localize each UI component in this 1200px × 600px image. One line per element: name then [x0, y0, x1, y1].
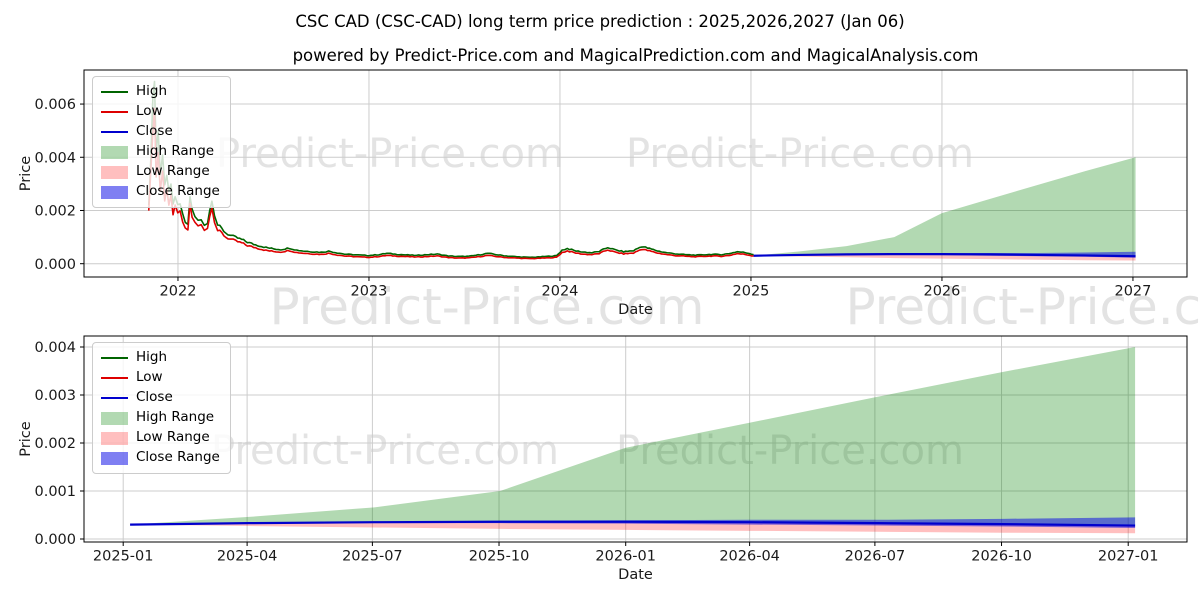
x-tick-label: 2025-04: [217, 549, 278, 565]
legend-label: Low: [136, 369, 163, 386]
legend-label: Close Range: [136, 449, 220, 466]
legend-label: Close: [136, 123, 173, 140]
gridlines: [84, 336, 1187, 542]
legend-label: Low Range: [136, 429, 210, 446]
watermark-text: Predict-Price.com: [269, 278, 705, 336]
legend-label: Close Range: [136, 183, 220, 200]
legend-item: High Range: [101, 142, 220, 162]
y-tick-label: 0.004: [34, 340, 76, 356]
legend-item: Low: [101, 368, 220, 388]
tick-labels: 2022 2023 2024 2025 2026 2027 0.000 0.002 0.004 0…: [34, 97, 1151, 299]
x-tick-label: 2025-01: [93, 549, 154, 565]
legend-label: Close: [136, 389, 173, 406]
legend-swatch-patch: [101, 185, 128, 199]
legend-swatch-line: [101, 130, 128, 134]
close-line: [130, 520, 1136, 527]
x-tick-label: 2026-04: [719, 549, 780, 565]
chart-subtitle: powered by Predict-Price.com and Magical…: [292, 46, 979, 65]
watermark-text: Predict-Price.com: [616, 428, 964, 474]
forecast-detail-plot: 2025-01 2025-04 2025-07 2025-10 2026-01 2026-…: [18, 335, 1188, 583]
legend-item: High: [101, 348, 220, 368]
legend-item: High Range: [101, 408, 220, 428]
watermark-text: Predict-Price.com: [216, 131, 564, 177]
legend-label: High Range: [136, 409, 215, 426]
history-and-forecast-plot: 2022 2023 2024 2025 2026 2027 0.000 0.002 0.004 0…: [18, 69, 1188, 318]
y-tick-label: 0.003: [34, 388, 76, 404]
x-tick-label: 2027-01: [1098, 549, 1159, 565]
x-tick-label: 2026: [923, 284, 960, 300]
legend-swatch-patch: [101, 165, 128, 179]
legend-swatch-patch: [101, 431, 128, 445]
x-tick-label: 2026-10: [971, 549, 1032, 565]
low-line: [147, 107, 754, 260]
chart-title: CSC CAD (CSC-CAD) long term price predic…: [295, 12, 905, 31]
tick-labels: 2025-01 2025-04 2025-07 2025-10 2026-01 2026-…: [34, 340, 1158, 564]
legend-label: High: [136, 349, 168, 366]
x-tick-label: 2026-07: [845, 549, 906, 565]
x-tick-label: 2022: [160, 284, 197, 300]
legend-history-and-forecast: High Low Close High Range Low Range Close Ran…: [92, 76, 231, 208]
y-tick-label: 0.002: [34, 436, 76, 452]
close-line: [753, 253, 1136, 258]
legend-item: Close: [101, 122, 220, 142]
legend-swatch-line: [101, 356, 128, 360]
legend-item: Low Range: [101, 162, 220, 182]
legend-label: High: [136, 83, 168, 100]
y-tick-label: 0.002: [34, 204, 76, 220]
x-tick-label: 2025-10: [469, 549, 530, 565]
watermark-text: Predict-Price.com: [211, 428, 559, 474]
y-tick-label: 0.000: [34, 257, 76, 273]
watermark-text: Predict-Price.com: [845, 278, 1200, 336]
x-axis-label: Date: [618, 302, 653, 318]
legend-swatch-line: [101, 110, 128, 114]
legend-swatch-patch: [101, 451, 128, 465]
high-range-area: [130, 347, 1136, 526]
legend-label: Low Range: [136, 163, 210, 180]
legend-label: High Range: [136, 143, 215, 160]
legend-item: Close Range: [101, 448, 220, 468]
x-tick-label: 2024: [542, 284, 579, 300]
legend-swatch-line: [101, 396, 128, 400]
legend-swatch-line: [101, 90, 128, 94]
legend-item: High: [101, 82, 220, 102]
y-tick-label: 0.006: [34, 97, 76, 113]
high-range-area: [753, 157, 1136, 257]
y-tick-label: 0.004: [34, 150, 76, 166]
x-tick-label: 2025: [733, 284, 770, 300]
legend-swatch-patch: [101, 145, 128, 159]
y-tick-label: 0.001: [34, 484, 76, 500]
legend-swatch-patch: [101, 411, 128, 425]
watermark-text: Predict-Price.com: [626, 131, 974, 177]
axes-spines: [83, 335, 1188, 543]
x-tick-label: 2023: [351, 284, 388, 300]
legend-item: Low: [101, 102, 220, 122]
x-tick-label: 2026-01: [595, 549, 656, 565]
y-axis-label: Price: [18, 421, 34, 456]
y-tick-label: 0.000: [34, 532, 76, 548]
y-axis-label: Price: [18, 156, 34, 191]
legend-forecast-detail: High Low Close High Range Low Range Close Ran…: [92, 342, 231, 474]
legend-item: Low Range: [101, 428, 220, 448]
high-line: [147, 80, 754, 259]
x-tick-label: 2025-07: [342, 549, 403, 565]
x-axis-label: Date: [618, 567, 653, 583]
legend-swatch-line: [101, 376, 128, 380]
legend-item: Close Range: [101, 182, 220, 202]
x-tick-label: 2027: [1114, 284, 1151, 300]
gridlines: [84, 70, 1187, 277]
legend-item: Close: [101, 388, 220, 408]
legend-label: Low: [136, 103, 163, 120]
axes-spines: [83, 69, 1188, 278]
